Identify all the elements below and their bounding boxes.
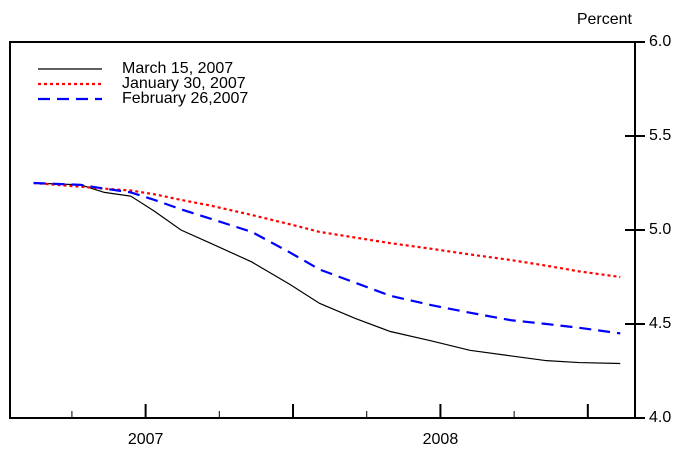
x-tick-label: 2007: [128, 431, 164, 448]
y-tick-label: 5.0: [649, 221, 671, 238]
x-tick-label: 2008: [423, 431, 459, 448]
series-line: [33, 181, 621, 335]
y-tick-label: 4.0: [649, 409, 671, 426]
y-tick-label: 4.5: [649, 315, 671, 332]
series-line: [33, 182, 621, 365]
plot-frame: [9, 41, 636, 419]
y-axis-label: Percent: [577, 11, 633, 28]
legend-label: January 30, 2007: [122, 75, 246, 92]
y-tick-label: 5.5: [649, 127, 671, 144]
legend-label: February 26,2007: [122, 90, 248, 107]
legend-label: March 15, 2007: [122, 60, 233, 77]
y-tick-label: 6.0: [649, 33, 671, 50]
series-line: [33, 181, 621, 279]
